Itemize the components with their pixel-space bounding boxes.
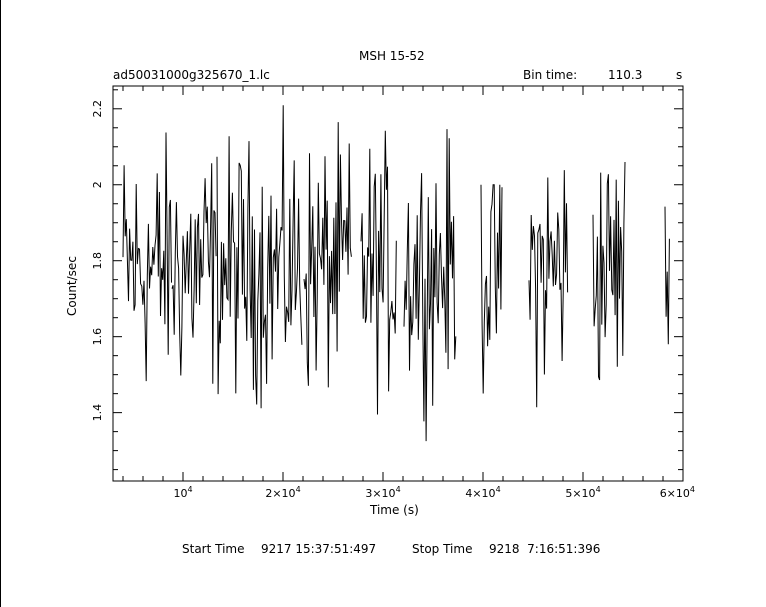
x-axis-ticks: 104 2×104 3×104 4×104 5×104 6×104 (122, 86, 695, 500)
chart-title: MSH 15-52 (359, 49, 425, 63)
x-tick-label: 4×104 (465, 485, 500, 500)
light-curve-segment (664, 206, 670, 345)
x-tick-label: 3×104 (365, 485, 400, 500)
y-tick-label: 2 (91, 181, 104, 188)
left-border-line (0, 0, 1, 607)
start-time-value: 9217 15:37:51:497 (261, 542, 377, 556)
stop-time-value: 9218 7:16:51:396 (489, 542, 601, 556)
light-curve-segment (122, 132, 172, 382)
y-tick-label: 1.8 (91, 252, 104, 270)
x-tick-label: 5×104 (565, 485, 600, 500)
light-curve-segment (360, 130, 397, 415)
x-tick-label: 104 (173, 485, 192, 500)
x-tick-label: 2×104 (265, 485, 300, 500)
x-tick-label: 6×104 (660, 485, 695, 500)
bin-time-unit: s (676, 68, 683, 82)
light-curve-segment (480, 184, 503, 394)
light-curve-segment (592, 161, 626, 381)
y-axis-ticks: 1.4 1.6 1.8 2 2.2 (91, 89, 683, 471)
stop-time-label: Stop Time (412, 542, 473, 556)
start-time-label: Start Time (182, 542, 245, 556)
light-curve-segment (216, 105, 303, 409)
light-curve-segment (403, 129, 457, 442)
y-tick-label: 2.2 (91, 100, 104, 118)
bin-time-label: Bin time: (523, 68, 578, 82)
x-axis-label: Time (s) (370, 503, 419, 517)
light-curve-segment (303, 122, 352, 388)
y-tick-label: 1.4 (91, 404, 104, 422)
bin-time-value: 110.3 (608, 68, 643, 82)
file-name-label: ad50031000g325670_1.lc (113, 68, 270, 82)
light-curve-segment (171, 163, 217, 384)
y-axis-label: Count/sec (65, 256, 79, 316)
y-tick-label: 1.6 (91, 328, 104, 346)
light-curve-segment (528, 170, 569, 408)
count-rate-series (122, 105, 670, 442)
plot-frame (112, 85, 684, 482)
